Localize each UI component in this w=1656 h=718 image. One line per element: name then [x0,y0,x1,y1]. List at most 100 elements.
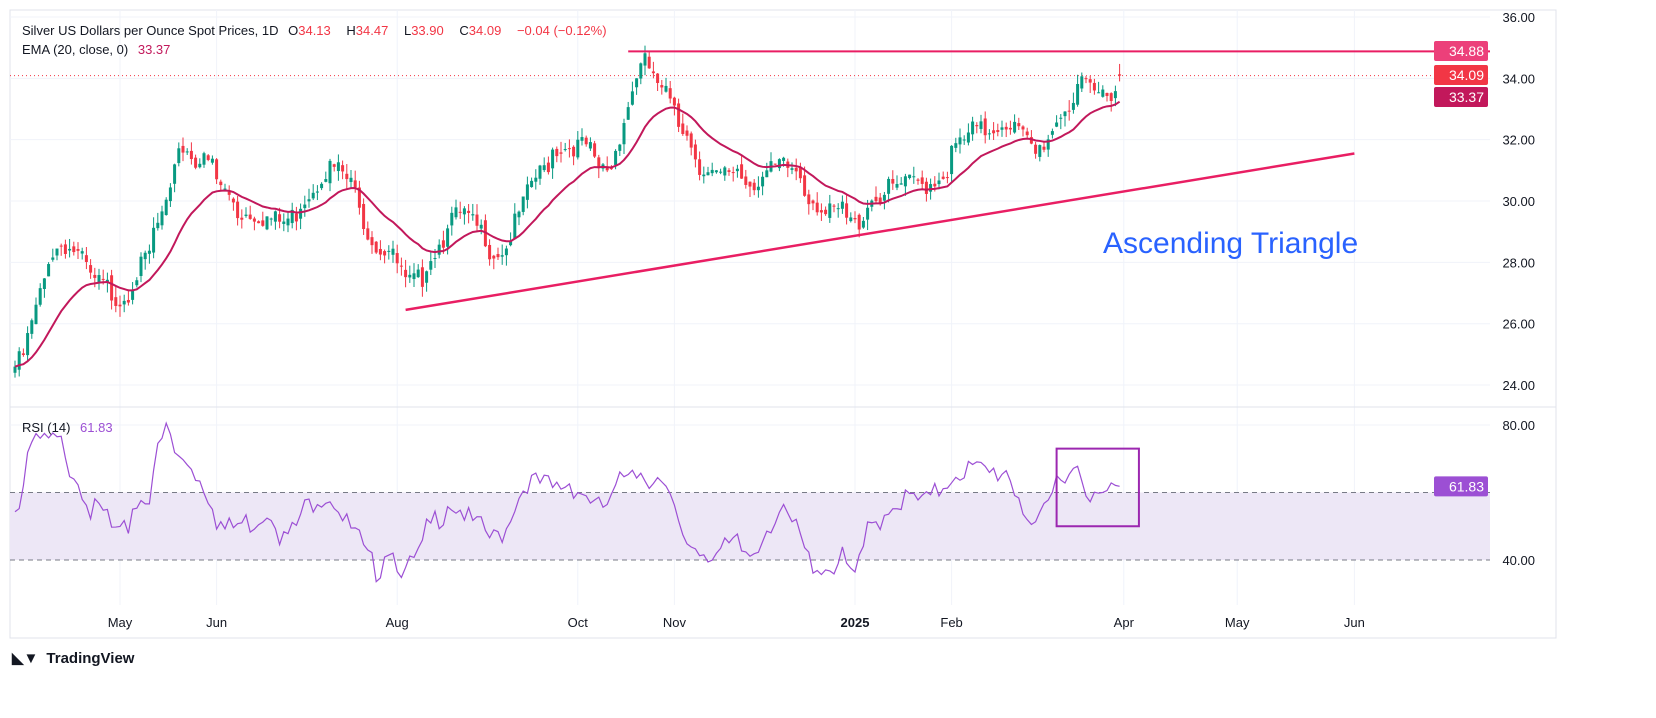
candle-body [76,249,80,251]
candle-body [580,137,584,141]
candle-body [1021,126,1025,130]
candle-body [513,213,517,240]
candle-body [903,176,907,187]
candle-body [685,130,689,136]
candle-body [286,218,290,226]
time-axis-tick: Aug [386,615,409,630]
candle-body [168,187,172,202]
candle-body [811,200,815,204]
candle-body [26,333,30,356]
candle-body [454,207,458,218]
candle-body [236,201,240,219]
candle-body [131,289,135,300]
candle-body [710,169,714,174]
candle-body [542,165,546,171]
candle-body [937,180,941,185]
candle-body [924,181,928,194]
open-label: O [288,23,299,38]
candle-body [681,123,685,134]
candle-body [198,163,202,168]
candle-body [664,85,668,92]
candle-body [202,153,206,165]
candle-body [626,107,630,120]
candle-body [618,144,622,151]
rsi-legend[interactable]: RSI (14) 61.83 [22,420,119,435]
candle-body [135,280,139,286]
time-axis-tick: Jun [206,615,227,630]
tradingview-logo[interactable]: ◣▼ TradingView [12,650,134,668]
candle-body [605,166,609,171]
candle-body [441,240,445,248]
candle-body [282,221,286,224]
candle-body [265,216,269,230]
candle-body [643,53,647,66]
candle-body [706,172,710,176]
candle-body [714,170,718,173]
candle-body [303,204,307,209]
candle-body [916,179,920,181]
candle-body [278,214,282,222]
candle-body [672,97,676,106]
candle-body [992,130,996,134]
candle-body [160,211,164,226]
rsi-value-tag [1434,476,1488,497]
candle-body [761,176,765,187]
candle-body [1008,127,1012,130]
candle-body [1017,123,1021,127]
candle-body [391,248,395,255]
time-axis-tick: Apr [1114,615,1135,630]
time-axis-tick: Jun [1344,615,1365,630]
candle-body [500,255,504,257]
rsi-band [10,492,1490,560]
time-axis-tick: May [1225,615,1250,630]
candle-body [458,211,462,213]
price-axis-tick: 32.00 [1502,133,1535,148]
candle-body [399,265,403,267]
candle-body [845,203,849,218]
candle-body [383,251,387,256]
candle-body [735,168,739,172]
candle-body [227,191,231,195]
candle-body [51,257,55,260]
candle-body [840,201,844,209]
high-value: 34.47 [355,23,389,38]
candle-body [1109,93,1113,102]
candle-body [450,212,454,226]
price-tag-label: 34.09 [1449,67,1484,83]
candle-body [651,71,655,74]
price-axis-tick: 36.00 [1502,10,1535,25]
candle-body [740,164,744,179]
candle-body [576,139,580,158]
candle-body [656,73,660,83]
candle-body [782,157,786,161]
ema-value: 33.37 [137,42,171,57]
rsi-line [14,421,1120,583]
rsi-value: 61.83 [80,420,113,435]
candle-body [231,198,235,203]
candle-body [412,273,416,280]
candle-body [639,63,643,79]
candle-body [563,149,567,151]
candle-body [1055,122,1059,127]
candle-body [374,241,378,253]
candle-body [912,176,916,178]
candle-body [908,174,912,179]
candle-body [147,250,151,254]
ema-legend[interactable]: EMA (20, close, 0) 33.37 [22,42,176,57]
rsi-axis-tick: 80.00 [1502,418,1535,433]
candle-body [748,181,752,187]
candle-body [475,214,479,226]
candle-body [189,150,193,160]
candle-body [1118,74,1122,76]
candle-body [479,224,483,229]
candle-body [731,172,735,174]
candle-body [97,275,101,283]
candle-body [815,202,819,213]
candle-body [895,183,899,188]
time-axis-tick: Nov [663,615,687,630]
candle-body [143,252,147,260]
ohlc-low: L33.90 [404,23,450,38]
candle-body [1042,146,1046,150]
candle-body [979,121,983,129]
